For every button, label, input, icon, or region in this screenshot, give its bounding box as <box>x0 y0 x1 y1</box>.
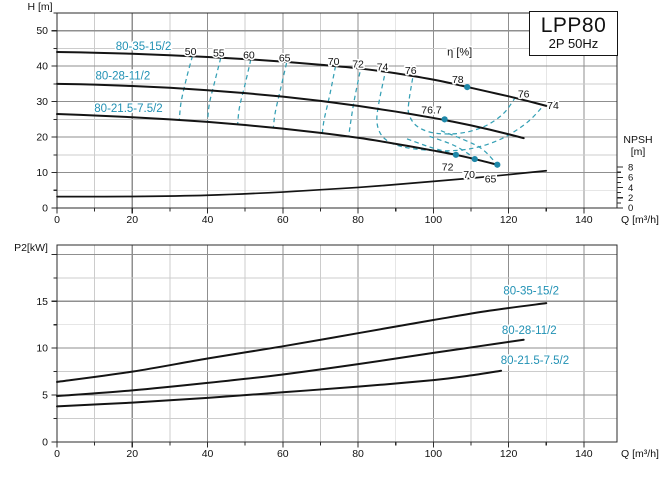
efficiency-label: 65 <box>279 53 291 65</box>
title-box: LPP80 2P 50Hz <box>529 11 618 56</box>
efficiency-contour <box>407 78 516 135</box>
efficiency-label: 74 <box>377 61 389 73</box>
efficiency-label: 55 <box>213 48 225 60</box>
bep-label: 65 <box>485 173 497 185</box>
x-tick-label: 60 <box>277 214 289 226</box>
x-tick-label: 100 <box>425 214 443 226</box>
y-tick-label: 10 <box>36 167 48 179</box>
efficiency-contour <box>206 57 222 122</box>
pump-speed-frequency: 2P 50Hz <box>548 36 599 52</box>
efficiency-contour <box>376 75 545 152</box>
series-label-80-35-15/2: 80-35-15/2 <box>503 285 559 297</box>
y-tick-label: 50 <box>36 25 48 37</box>
npsh-axis-title-unit: [m] <box>631 146 646 158</box>
series-80-21.5-7.5/2 <box>56 113 499 166</box>
y-tick-label: 5 <box>42 390 48 402</box>
series-NPSH <box>56 169 548 198</box>
power-chart: 0 20 40 60 80 100 120 140 0 5 10 15 Q [m³/h] P2[kW] 80… <box>14 242 659 460</box>
x-tick-label: 40 <box>202 448 214 460</box>
x-tick-label: 100 <box>425 448 443 460</box>
efficiency-label: 76 <box>518 88 530 100</box>
efficiency-contour <box>440 130 498 166</box>
x-tick-label: 0 <box>54 448 60 460</box>
bep-dot <box>464 84 471 91</box>
x-tick-label: 20 <box>126 448 138 460</box>
x-axis-title: Q [m³/h] <box>621 214 659 226</box>
x-tick-label: 140 <box>575 448 593 460</box>
bep-label: 70 <box>463 169 475 181</box>
axis-ticks <box>51 12 585 214</box>
series-label-80-28-11/2: 80-28-11/2 <box>95 71 150 83</box>
efficiency-contour <box>237 59 252 125</box>
efficiency-contour <box>321 66 337 134</box>
npsh-tick-label: 4 <box>628 183 633 194</box>
efficiency-contour <box>272 62 288 128</box>
bep-label: 76.7 <box>421 105 442 117</box>
axis-ticks <box>51 253 585 448</box>
eta-axis-label: η [%] <box>447 47 472 59</box>
efficiency-label: 70 <box>328 56 340 68</box>
bep-label: 78 <box>452 74 464 86</box>
series-80-28-11/2 <box>56 82 525 140</box>
series-80-28-11/2 <box>56 338 525 398</box>
pump-model: LPP80 <box>540 14 607 38</box>
y-tick-label: 15 <box>36 296 48 308</box>
series-label-80-35-15/2: 80-35-15/2 <box>116 41 172 53</box>
npsh-tick-label: 2 <box>628 193 633 204</box>
x-tick-label: 140 <box>575 214 593 226</box>
efficiency-contour <box>406 138 457 156</box>
npsh-tick-label: 8 <box>628 162 633 173</box>
bep-label: 72 <box>442 161 454 173</box>
bep-dot <box>441 116 448 123</box>
series-80-35-15/2 <box>56 51 548 107</box>
plot-frame <box>56 244 618 443</box>
x-tick-label: 40 <box>202 214 214 226</box>
x-tick-label: 80 <box>352 214 364 226</box>
y-tick-label: 0 <box>42 437 48 449</box>
efficiency-label: 74 <box>547 100 559 112</box>
series-label-80-21.5-7.5/2: 80-21.5-7.5/2 <box>501 355 569 367</box>
bep-dot <box>471 155 478 163</box>
efficiency-contour <box>429 135 476 160</box>
x-tick-label: 120 <box>500 214 518 226</box>
x-tick-label: 60 <box>277 448 289 460</box>
series-80-21.5-7.5/2 <box>56 369 503 408</box>
y-tick-label: 40 <box>36 61 48 73</box>
x-tick-label: 20 <box>126 214 138 226</box>
npsh-tick-label: 6 <box>628 173 633 184</box>
grid <box>57 13 617 208</box>
plot-frame <box>56 12 618 209</box>
npsh-tick-label: 0 <box>628 203 633 214</box>
bep-dot <box>494 161 501 168</box>
y-tick-label: 10 <box>36 343 48 355</box>
grid <box>57 245 617 442</box>
bep-dot <box>452 151 460 158</box>
x-tick-label: 80 <box>352 448 364 460</box>
series-label-80-28-11/2: 80-28-11/2 <box>502 325 557 337</box>
npsh-axis-title: NPSH <box>623 134 652 146</box>
x-tick-label: 120 <box>500 448 518 460</box>
efficiency-label: 76 <box>405 65 417 77</box>
x-tick-label: 0 <box>54 214 60 226</box>
y-axis-title: H [m] <box>27 1 52 13</box>
efficiency-label: 50 <box>185 46 197 58</box>
y-tick-label: 0 <box>42 203 48 215</box>
x-axis-title: Q [m³/h] <box>621 448 659 460</box>
series-80-35-15/2 <box>56 302 548 383</box>
efficiency-contour <box>348 72 361 137</box>
efficiency-label: 60 <box>243 49 255 61</box>
y-tick-label: 30 <box>36 96 48 108</box>
efficiency-label: 72 <box>352 59 364 71</box>
y-tick-label: 20 <box>36 132 48 144</box>
series-label-80-21.5-7.5/2: 80-21.5-7.5/2 <box>94 103 162 115</box>
y-axis-title: P2[kW] <box>14 242 48 254</box>
